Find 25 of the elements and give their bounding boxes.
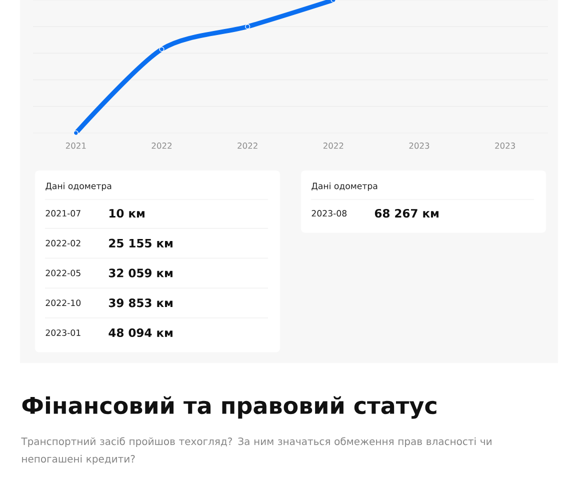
data-label: 32 059 км (108, 268, 172, 278)
category-label: 2022-02 (46, 240, 80, 246)
data-label: 10 км (110, 208, 144, 218)
data-label: 48 094 км (108, 328, 172, 338)
text: Транспортний засіб пройшов техогляд? За ним значаться обмеження прав власності чи непогашені кредити? (21, 437, 492, 465)
text: Дані одометра (46, 182, 112, 191)
x-tick-label: 2022 (152, 142, 172, 149)
point (73, 130, 78, 136)
x-tick-label: 2022 (238, 142, 258, 149)
data-label: 68 267 км (374, 208, 438, 218)
point (245, 24, 250, 30)
x-tick-label: 2022 (323, 142, 344, 149)
category-label: 2023-01 (46, 329, 80, 336)
category-label: 2022-10 (46, 300, 81, 306)
category-label: 2022-05 (46, 270, 80, 276)
x-tick-label: 2023 (409, 142, 430, 149)
data-label: 39 853 км (108, 298, 172, 308)
x-tick-label: 2021 (66, 142, 86, 149)
point (159, 46, 164, 52)
x-tick-label: 2023 (495, 142, 515, 149)
text: Дані одометра (312, 182, 378, 191)
data-label: 25 155 км (109, 238, 172, 248)
text: Фінансовий та правовий статус (22, 396, 436, 419)
category-label: 2023-08 (312, 210, 347, 217)
category-label: 2021-07 (46, 210, 80, 217)
